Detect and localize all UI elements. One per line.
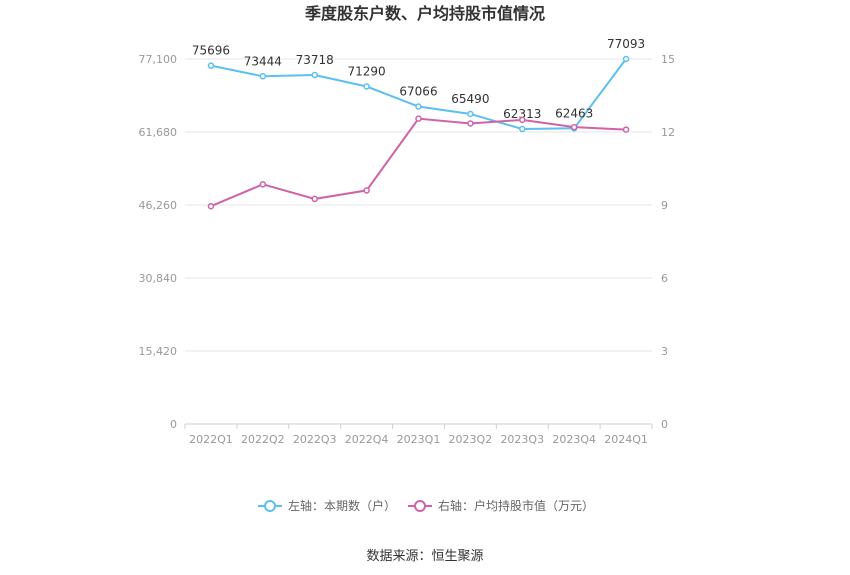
- data-label: 65490: [451, 92, 489, 106]
- x-tick-label: 2023Q4: [552, 433, 596, 446]
- data-label: 71290: [348, 65, 386, 79]
- data-point: [415, 115, 422, 122]
- data-point: [311, 71, 318, 79]
- data-label: 77093: [607, 37, 645, 51]
- data-point: [363, 187, 370, 194]
- x-tick-label: 2023Q2: [449, 433, 493, 446]
- y-left-tick-label: 15,420: [139, 345, 178, 358]
- source-text: 数据来源：恒生聚源: [366, 549, 483, 564]
- data-point: [207, 202, 215, 210]
- legend[interactable]: 左轴：本期数（户） 右轴：户均持股市值（万元）: [258, 498, 594, 513]
- y-left-tick-label: 77,100: [139, 53, 178, 66]
- data-point: [363, 83, 370, 90]
- data-point: [415, 103, 422, 110]
- legend-label: 左轴：本期数（户）: [288, 498, 396, 513]
- data-point: [311, 195, 318, 203]
- x-tick-label: 2022Q3: [293, 433, 337, 446]
- chart-title: 季度股东户数、户均持股市值情况: [304, 4, 545, 23]
- data-point: [467, 110, 474, 118]
- grid: [185, 58, 652, 352]
- y-left-tick-label: 0: [170, 418, 177, 431]
- x-tick-label: 2022Q4: [345, 433, 389, 446]
- y-right-tick-label: 12: [661, 126, 675, 139]
- legend-swatch-marker: [414, 500, 426, 512]
- data-label: 73718: [296, 53, 334, 67]
- data-label: 62463: [555, 106, 593, 120]
- y-axis-left: 0 15,420 30,840 46,260 61,680 77,100: [139, 53, 178, 431]
- x-tick-label: 2023Q1: [397, 433, 441, 446]
- data-point: [259, 181, 267, 188]
- data-point: [570, 123, 578, 131]
- data-point: [207, 62, 215, 69]
- legend-item[interactable]: 右轴：户均持股市值（万元）: [408, 498, 594, 513]
- y-right-tick-label: 9: [661, 199, 668, 212]
- y-right-tick-label: 6: [661, 272, 668, 285]
- legend-swatch-marker: [264, 500, 276, 512]
- data-label: 75696: [192, 44, 230, 58]
- data-label: 62313: [503, 107, 541, 121]
- x-axis: 2022Q1 2022Q2 2022Q3 2022Q4 2023Q1 2023Q2 2023…: [184, 423, 653, 446]
- y-left-tick-label: 61,680: [139, 126, 178, 139]
- data-label: 73444: [244, 54, 282, 68]
- series: 75696 73444 73718 71290 67066 65490 62313 62463…: [192, 37, 645, 210]
- y-right-tick-label: 15: [661, 53, 675, 66]
- x-tick-label: 2022Q2: [241, 433, 285, 446]
- data-point: [622, 126, 630, 133]
- data-point: [519, 125, 526, 133]
- y-left-tick-label: 30,840: [139, 272, 178, 285]
- data-label: 67066: [399, 85, 437, 99]
- x-tick-label: 2022Q1: [189, 433, 233, 446]
- x-tick-label: 2024Q1: [604, 433, 648, 446]
- legend-label: 右轴：户均持股市值（万元）: [438, 498, 594, 513]
- y-right-tick-label: 0: [661, 418, 668, 431]
- y-right-tick-label: 3: [661, 345, 668, 358]
- data-point: [467, 120, 474, 127]
- x-tick-label: 2023Q3: [500, 433, 544, 446]
- data-point: [259, 73, 267, 80]
- series-holders: 75696 73444 73718 71290 67066 65490 62313 62463…: [192, 37, 645, 133]
- data-point: [622, 55, 630, 63]
- series-avg-value: [207, 115, 630, 210]
- y-axis-right: 0 3 6 9 12 15: [661, 53, 675, 431]
- data-point: [519, 116, 526, 124]
- y-left-tick-label: 46,260: [139, 199, 178, 212]
- legend-item[interactable]: 左轴：本期数（户）: [258, 498, 396, 513]
